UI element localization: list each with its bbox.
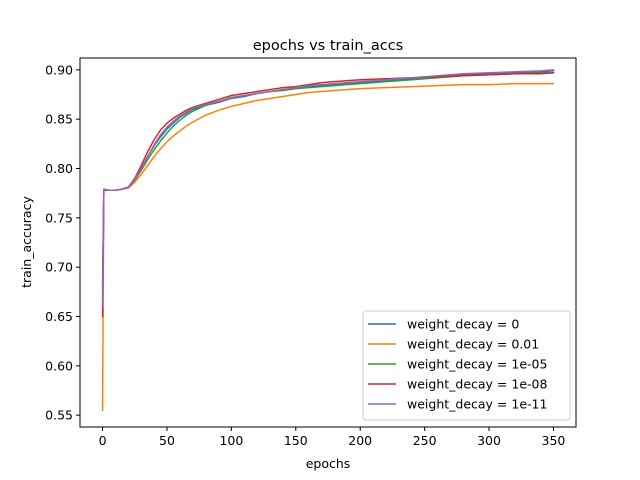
x-tick-label: 200 bbox=[348, 433, 372, 448]
legend-label-4: weight_decay = 1e-11 bbox=[407, 397, 547, 412]
chart-title: epochs vs train_accs bbox=[253, 38, 403, 54]
legend-items: weight_decay = 0 weight_decay = 0.01 weigh… bbox=[368, 317, 547, 412]
y-axis-label: train_accuracy bbox=[19, 196, 34, 288]
x-tick-label: 300 bbox=[477, 433, 501, 448]
legend: weight_decay = 0 weight_decay = 0.01 weigh… bbox=[362, 310, 571, 421]
x-axis-ticks: 0 50 100 150 200 250 300 350 bbox=[99, 427, 566, 448]
x-tick-label: 250 bbox=[413, 433, 437, 448]
y-tick-label: 0.65 bbox=[45, 309, 73, 324]
legend-label-1: weight_decay = 0.01 bbox=[407, 337, 539, 352]
y-tick-label: 0.55 bbox=[45, 408, 73, 423]
y-axis-ticks: 0.55 0.60 0.65 0.70 0.75 0.80 0.85 0.90 bbox=[45, 62, 80, 423]
legend-label-3: weight_decay = 1e-08 bbox=[407, 377, 547, 392]
x-tick-label: 50 bbox=[159, 433, 175, 448]
x-tick-label: 0 bbox=[99, 433, 107, 448]
series-layer bbox=[101, 69, 555, 411]
y-tick-label: 0.90 bbox=[45, 62, 73, 77]
plot-area: 0 50 100 150 200 250 300 350 0.550.600.650.700.… bbox=[45, 57, 577, 448]
x-tick-label: 100 bbox=[219, 433, 243, 448]
legend-label-2: weight_decay = 1e-05 bbox=[407, 357, 547, 372]
legend-box bbox=[362, 310, 571, 421]
y-tick-label: 0.60 bbox=[45, 358, 73, 373]
legend-label-0: weight_decay = 0 bbox=[407, 317, 519, 332]
series-line-4 bbox=[101, 69, 555, 308]
y-tick-label: 0.85 bbox=[45, 112, 73, 127]
x-tick-label: 350 bbox=[542, 433, 566, 448]
y-tick-label: 0.70 bbox=[45, 260, 73, 275]
axes-frame bbox=[79, 57, 577, 428]
y-tick-label: 0.80 bbox=[45, 161, 73, 176]
x-axis-label: epochs bbox=[306, 456, 351, 471]
series-line-1 bbox=[101, 82, 555, 411]
y-tick-label: 0.75 bbox=[45, 210, 73, 225]
x-tick-label: 150 bbox=[284, 433, 308, 448]
